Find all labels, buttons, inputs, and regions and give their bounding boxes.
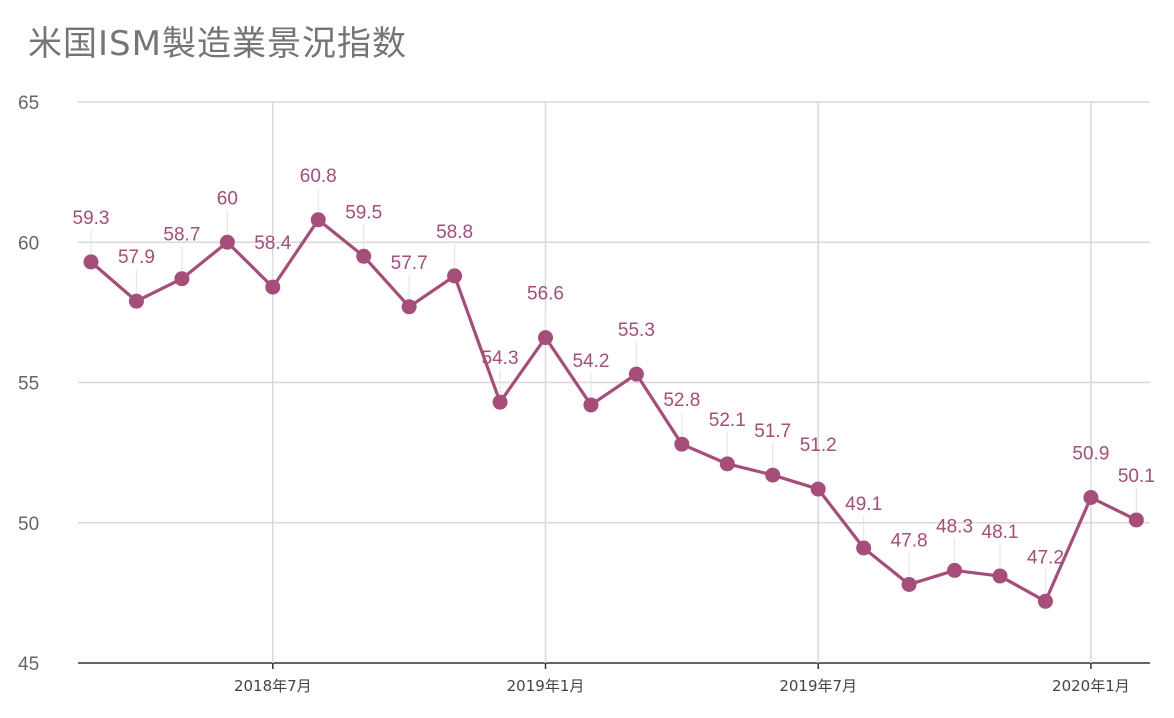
data-point xyxy=(674,436,690,452)
data-label: 59.3 xyxy=(73,208,110,229)
data-point xyxy=(856,540,872,556)
series-line xyxy=(89,218,1138,603)
data-label: 54.2 xyxy=(572,351,609,372)
data-label: 48.1 xyxy=(982,522,1019,543)
data-label: 52.8 xyxy=(663,390,700,411)
data-point xyxy=(265,279,281,295)
data-label: 55.3 xyxy=(618,320,655,341)
data-point xyxy=(628,366,644,382)
data-label: 56.6 xyxy=(527,284,564,305)
data-label: 50.1 xyxy=(1118,466,1155,487)
y-tick-label: 60 xyxy=(18,233,39,254)
data-label: 58.8 xyxy=(436,222,473,243)
data-point xyxy=(901,576,917,592)
data-label: 50.9 xyxy=(1072,444,1109,465)
data-point xyxy=(401,299,417,315)
data-point xyxy=(1037,593,1053,609)
x-tick-label: 2020年1月 xyxy=(1052,677,1130,695)
data-label: 58.4 xyxy=(254,233,291,254)
data-point xyxy=(810,481,826,497)
data-point xyxy=(1083,490,1099,506)
y-tick-label: 50 xyxy=(18,514,39,535)
chart-title: 米国ISM製造業景況指数 xyxy=(28,24,407,64)
x-tick-label: 2019年1月 xyxy=(507,677,585,695)
data-label: 48.3 xyxy=(936,516,973,537)
data-point xyxy=(1128,512,1144,528)
data-point xyxy=(174,271,190,287)
data-label: 51.7 xyxy=(754,421,791,442)
data-label: 57.9 xyxy=(118,247,155,268)
data-label: 51.2 xyxy=(800,435,837,456)
data-point xyxy=(765,467,781,483)
data-point xyxy=(219,234,235,250)
data-label: 60.8 xyxy=(300,166,337,187)
data-point xyxy=(719,456,735,472)
data-point xyxy=(128,293,144,309)
data-point xyxy=(356,248,372,264)
data-label: 49.1 xyxy=(845,494,882,515)
data-label: 54.3 xyxy=(482,348,519,369)
data-label: 60 xyxy=(217,188,238,209)
data-point xyxy=(83,254,99,270)
data-point xyxy=(992,568,1008,584)
y-tick-label: 45 xyxy=(18,654,39,675)
data-point xyxy=(492,394,508,410)
x-tick-label: 2018年7月 xyxy=(234,677,312,695)
data-point xyxy=(447,268,463,284)
data-point xyxy=(583,397,599,413)
y-tick-label: 55 xyxy=(18,374,39,395)
data-label: 59.5 xyxy=(345,202,382,223)
data-label: 47.8 xyxy=(891,530,928,551)
data-label: 58.7 xyxy=(163,225,200,246)
data-label: 47.2 xyxy=(1027,547,1064,568)
data-point xyxy=(947,562,963,578)
data-point xyxy=(310,212,326,228)
y-tick-label: 65 xyxy=(18,93,39,114)
x-tick-label: 2019年7月 xyxy=(779,677,857,695)
data-point xyxy=(538,330,553,346)
data-label: 57.7 xyxy=(391,253,428,274)
data-label: 52.1 xyxy=(709,410,746,431)
